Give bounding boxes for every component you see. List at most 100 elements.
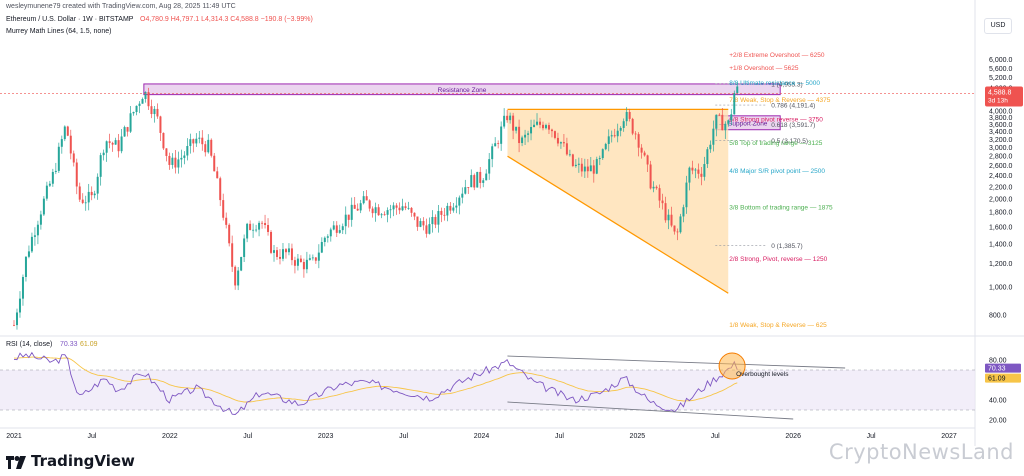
resistance-zone (143, 83, 781, 96)
y-tick-label: 2,200.0 (989, 184, 1012, 191)
candle-body (323, 237, 326, 242)
last-price-label: 4,588.8 (988, 90, 1011, 97)
symbol-title[interactable]: Ethereum / U.S. Dollar · 1W · BITSTAMP (6, 16, 134, 23)
x-tick-label: Jul (867, 433, 876, 440)
candle-body (446, 205, 449, 216)
watermark: CryptoNewsLand (828, 440, 1014, 464)
rsi-tick-label: 20.00 (989, 418, 1007, 425)
indicator-label[interactable]: Murrey Math Lines (64, 1.5, none) (6, 28, 112, 35)
candle-body (688, 167, 691, 183)
candle-body (359, 203, 362, 211)
candle-body (539, 121, 542, 125)
x-tick-label: Jul (243, 433, 252, 440)
candle-body (126, 127, 129, 132)
candle-body (622, 121, 625, 128)
candle-body (730, 114, 733, 121)
candle-body (482, 180, 485, 183)
candle-body (60, 139, 63, 147)
candle-body (243, 238, 246, 257)
candle-body (78, 186, 81, 200)
candle-body (365, 196, 368, 201)
rsi-label[interactable]: RSI (14, close) (6, 341, 53, 348)
murrey-line-label: 3/8 Bottom of trading range — 1875 (729, 205, 833, 212)
candle-body (27, 251, 30, 257)
candle-body (419, 221, 422, 227)
candle-body (694, 169, 697, 171)
fib-level-label: 0.786 (4,191.4) (771, 103, 815, 110)
candle-body (401, 206, 404, 211)
rsi-tick-label: 40.00 (989, 398, 1007, 405)
candle-body (697, 169, 700, 174)
candle-body (559, 142, 562, 144)
candle-body (518, 126, 521, 144)
candle-body (410, 207, 413, 213)
candle-body (362, 196, 365, 204)
candle-body (216, 171, 219, 179)
tradingview-logo[interactable]: TradingView (6, 452, 135, 470)
candle-body (404, 206, 407, 209)
candle-body (676, 231, 679, 233)
candle-body (577, 163, 580, 165)
x-tick-label: 2027 (941, 433, 957, 440)
candle-body (524, 134, 527, 138)
candle-body (284, 249, 287, 253)
candle-body (592, 165, 595, 174)
candle-body (344, 214, 347, 227)
candle-body (371, 208, 374, 214)
candle-body (99, 155, 102, 177)
candle-body (153, 108, 156, 115)
candle-body (655, 186, 658, 189)
candle-body (189, 139, 192, 147)
y-tick-label: 3,200.0 (989, 137, 1012, 144)
candle-body (452, 207, 455, 211)
candle-body (374, 207, 377, 214)
y-tick-label: 3,000.0 (989, 145, 1012, 152)
candle-body (533, 124, 536, 128)
candle-body (96, 176, 99, 194)
candle-body (497, 143, 500, 145)
candle-body (228, 224, 231, 244)
candle-body (652, 186, 655, 189)
candle-body (458, 197, 461, 206)
ohlc-readout: O4,780.9 H4,797.1 L4,314.3 C4,588.8 −190… (140, 16, 313, 23)
candle-body (613, 135, 616, 137)
candle-body (213, 155, 216, 172)
candle-body (541, 124, 544, 129)
y-tick-label: 1,400.0 (989, 242, 1012, 249)
rsi-ma-badge (985, 373, 1021, 383)
murrey-line-label: 6/8 Strong pivot reverse — 3750 (729, 117, 823, 124)
candle-body (57, 146, 60, 171)
candle-body (377, 207, 380, 216)
x-tick-label: 2025 (630, 433, 646, 440)
x-tick-label: Jul (711, 433, 720, 440)
candle-body (691, 167, 694, 171)
candle-body (479, 171, 482, 183)
candle-body (270, 231, 273, 253)
rsi-current-label: 70.33 (988, 366, 1006, 373)
candle-body (709, 144, 712, 150)
candle-body (449, 205, 452, 211)
candle-body (293, 260, 296, 266)
murrey-line-label: 2/8 Strong, Pivot, reverse — 1250 (729, 256, 827, 263)
candle-body (389, 209, 392, 211)
candle-body (715, 114, 718, 129)
murrey-line-label: 8/8 Ultimate resistance — 5000 (729, 80, 820, 87)
candle-body (368, 200, 371, 209)
x-tick-label: 2026 (785, 433, 801, 440)
y-tick-label: 2,800.0 (989, 154, 1012, 161)
candle-body (700, 173, 703, 177)
y-tick-label: 3,600.0 (989, 122, 1012, 129)
candle-body (562, 142, 565, 144)
candle-body (658, 188, 661, 201)
candle-body (84, 202, 87, 204)
candle-body (281, 249, 284, 259)
candle-body (63, 126, 66, 140)
candle-body (317, 252, 320, 261)
candle-body (129, 113, 132, 132)
currency-button[interactable]: USD (984, 18, 1012, 34)
candle-body (195, 138, 198, 144)
candle-body (437, 210, 440, 225)
candle-body (425, 225, 428, 234)
candle-body (727, 120, 730, 124)
